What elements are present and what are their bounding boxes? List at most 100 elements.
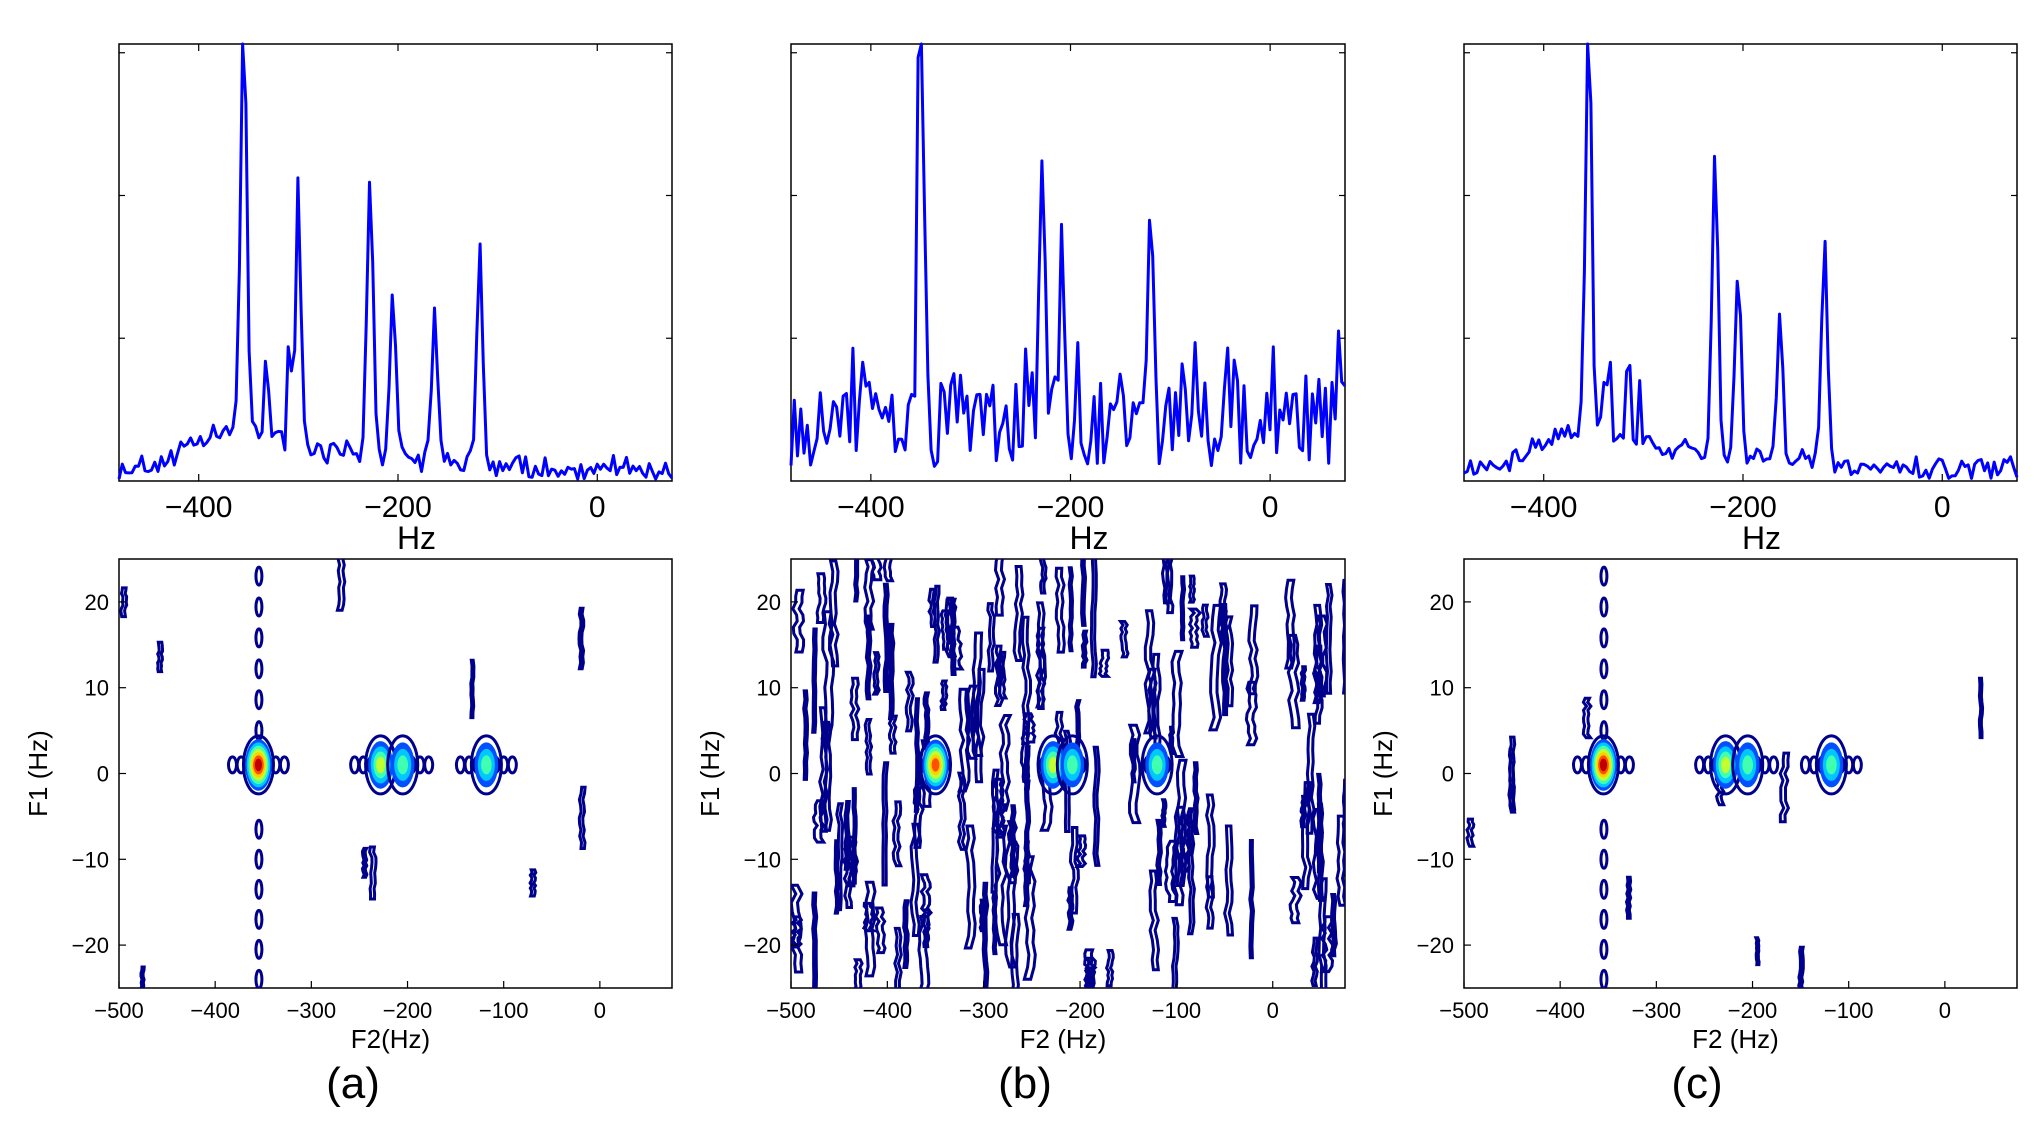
noise-contour: [1067, 566, 1075, 653]
t1-streak: [1599, 848, 1609, 870]
y-tick-label: −10: [72, 847, 109, 872]
t1-streak: [1599, 908, 1609, 930]
y-tick-label: 0: [769, 762, 781, 787]
noise-contour: [993, 803, 1009, 839]
noise-contour: [1021, 615, 1032, 745]
noise-contour: [1175, 758, 1188, 887]
t1-streak: [254, 968, 264, 988]
noise-contour: [861, 901, 879, 933]
x-tick-label: −300: [1632, 998, 1682, 1023]
noise-contour: [891, 800, 903, 868]
noise-contour: [1010, 912, 1021, 988]
noise-contour: [811, 627, 818, 734]
x-tick-label: −200: [364, 491, 432, 524]
noise-contour: [1148, 869, 1161, 972]
side-contour: [1694, 755, 1706, 775]
noise-contour: [1127, 723, 1142, 825]
noise-contour: [1089, 559, 1098, 679]
noise-contour: [917, 915, 931, 988]
noise-contour: [864, 614, 873, 701]
noise-contour: [1310, 936, 1320, 987]
y-tick-label: −20: [72, 933, 109, 958]
noise-contour: [1288, 876, 1303, 925]
x-tick-label: 0: [594, 998, 606, 1023]
x-tick-label: −500: [766, 998, 816, 1023]
x-tick-label: 0: [1939, 998, 1951, 1023]
x-tick-label: −400: [863, 998, 913, 1023]
noise-contour: [139, 965, 146, 988]
t1-streak: [254, 689, 264, 711]
peak-contour: [1140, 734, 1174, 796]
noise-contour: [1187, 574, 1197, 604]
side-contour: [506, 755, 518, 775]
x-axis-label: F2 (Hz): [1692, 1024, 1779, 1054]
noise-contour: [991, 890, 998, 956]
panel-label-c: (c): [1671, 1059, 1722, 1108]
noise-contour: [990, 768, 1000, 894]
noise-contour: [1080, 629, 1089, 669]
x-tick-label: 0: [1934, 491, 1951, 524]
noise-contour: [882, 559, 895, 583]
noise-contour: [853, 559, 860, 603]
peak-contour: [1720, 756, 1731, 774]
noise-contour: [863, 880, 877, 978]
noise-contour: [1341, 578, 1345, 695]
noise-contour: [998, 714, 1013, 812]
y-tick-label: 20: [85, 590, 109, 615]
y-tick-label: 20: [1430, 590, 1454, 615]
peak-contour: [1048, 756, 1058, 774]
noise-contour: [1247, 604, 1260, 696]
noise-contour: [1160, 559, 1172, 605]
noise-contour: [882, 582, 891, 693]
noise-contour: [1223, 824, 1235, 937]
side-contour: [454, 755, 466, 775]
noise-contour: [922, 691, 931, 751]
noise-contour: [820, 610, 836, 740]
peak-contour: [1067, 755, 1078, 775]
noise-contour: [1977, 676, 1985, 740]
noise-contour: [822, 720, 833, 832]
noise-contour: [849, 676, 861, 742]
noise-contour: [1179, 575, 1187, 642]
noise-contour: [904, 670, 915, 733]
spectrum-panel-b: −400 −200 0 Hz: [789, 42, 1347, 556]
noise-contour: [993, 559, 1007, 617]
x-tick-label: −400: [190, 998, 240, 1023]
t1-streak: [254, 848, 264, 870]
noise-contour: [469, 658, 476, 720]
peak-contour: [469, 734, 503, 796]
y-tick-label: 20: [757, 590, 781, 615]
noise-contour: [156, 640, 165, 674]
peak-contour: [1826, 755, 1837, 775]
spectrum-line: [117, 42, 674, 481]
peak-contour: [481, 755, 492, 775]
noise-contour: [1167, 725, 1176, 755]
side-contour: [1571, 755, 1583, 775]
noise-contour: [802, 689, 810, 781]
noise-contour: [970, 631, 984, 757]
peak-contour: [919, 734, 953, 796]
noise-contour: [1624, 875, 1633, 920]
peak-contour: [241, 734, 275, 796]
x-tick-label: −400: [837, 491, 905, 524]
noise-contour: [1300, 781, 1313, 891]
x-tick-label: −400: [165, 491, 233, 524]
peak-contour: [931, 758, 940, 772]
x-tick-label: −500: [1439, 998, 1489, 1023]
noise-contour: [913, 697, 921, 813]
noise-contour: [993, 644, 1005, 707]
panel-label-a: (a): [326, 1059, 380, 1108]
noise-contour: [1186, 607, 1203, 649]
t1-streak: [1599, 968, 1609, 988]
noise-contour: [981, 881, 990, 988]
side-contour: [1799, 755, 1811, 775]
noise-contour: [881, 761, 890, 887]
peak-contour: [375, 756, 386, 774]
x-tick-label: −200: [1709, 491, 1777, 524]
y-tick-label: 0: [97, 762, 109, 787]
side-contour: [278, 755, 290, 775]
noise-contour: [1022, 855, 1037, 981]
noise-contour: [811, 891, 819, 988]
noise-contour: [1117, 620, 1130, 659]
x-tick-label: −100: [1824, 998, 1874, 1023]
